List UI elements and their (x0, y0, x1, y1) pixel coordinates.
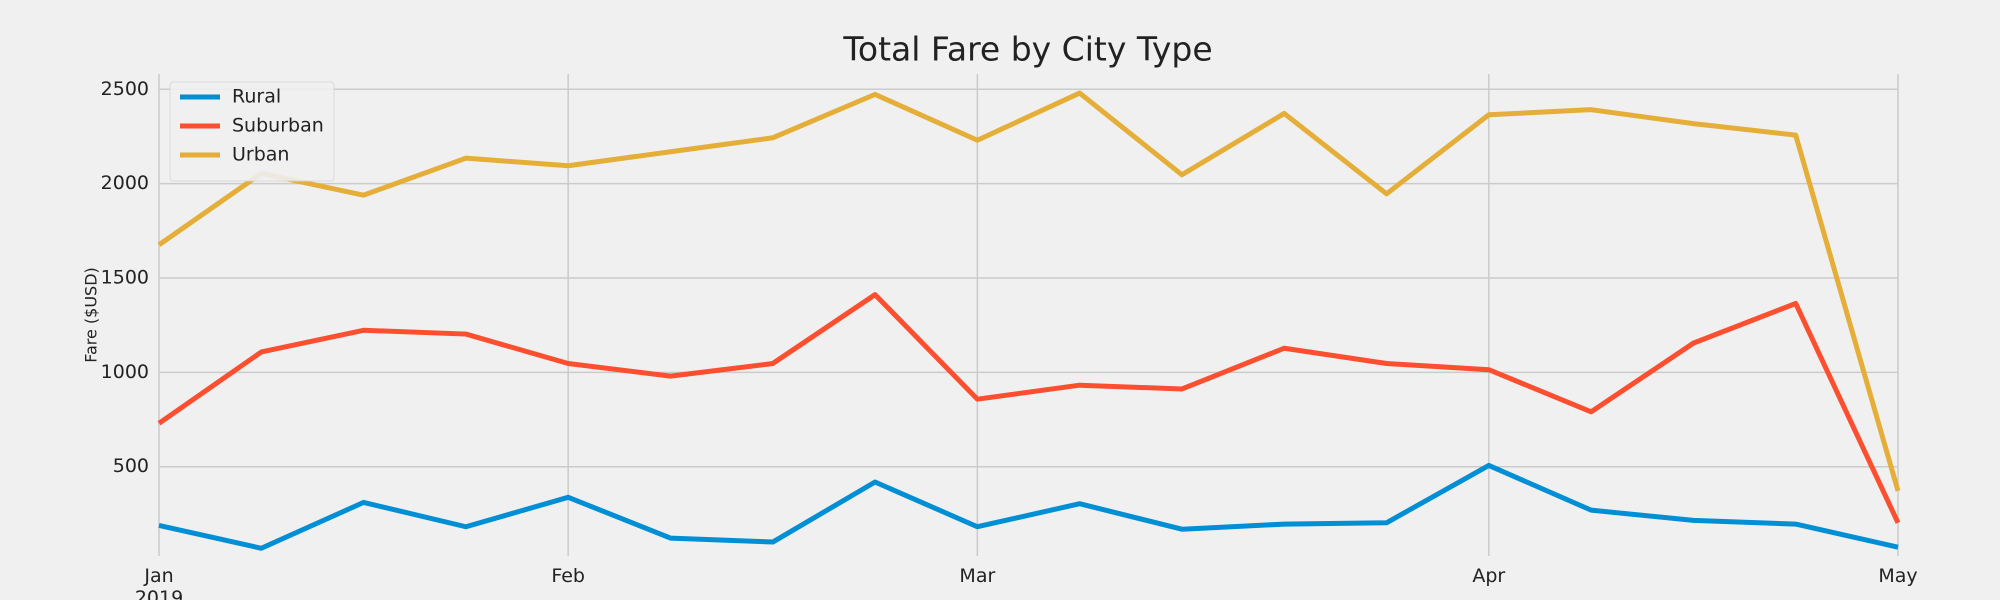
legend-label: Urban (232, 144, 289, 166)
x-tick-label: May (1878, 565, 1917, 587)
x-tick-label: Apr (1472, 565, 1505, 587)
line (158, 462, 1899, 551)
x-tick-label: Jan 2019 (135, 565, 183, 600)
legend-label: Rural (232, 86, 281, 108)
legend-label: Suburban (232, 115, 324, 137)
line (157, 292, 1901, 524)
y-tick-label: 2500 (101, 78, 149, 100)
y-tick-label: 1500 (101, 267, 149, 289)
chart-title: Total Fare by City Type (842, 30, 1212, 69)
x-tick-label: Feb (551, 565, 585, 587)
y-axis-label: Fare ($USD) (82, 267, 101, 363)
x-tick-label: Mar (959, 565, 995, 587)
y-tick-label: 1000 (101, 361, 149, 383)
line (157, 90, 1901, 492)
y-tick-label: 500 (113, 455, 149, 477)
y-tick-label: 2000 (101, 172, 149, 194)
